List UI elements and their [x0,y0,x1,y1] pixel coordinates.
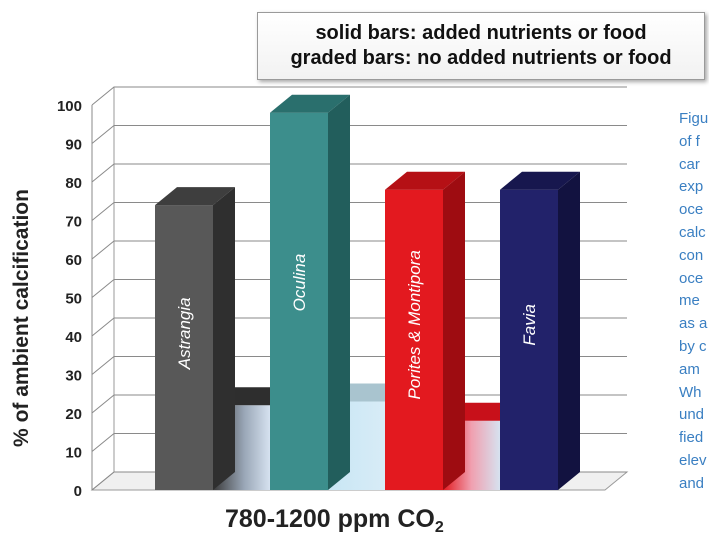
caption-line: Figu [679,110,709,127]
solid-bar-front [155,205,213,490]
caption-line: as a [679,315,708,333]
x-axis-label-subscript: 2 [434,519,444,536]
solid-bar-3 [500,171,580,490]
caption-line: con [679,246,704,264]
figure-caption-fragment: Figu of f car exp oce calc con oce me as a by c am W… [679,108,709,496]
caption-line: exp [679,178,704,196]
caption-line: elev [679,451,707,469]
caption-line: calc [679,223,706,241]
y-tick-label: 60 [65,252,82,269]
y-tick-label: 90 [65,137,82,154]
legend: solid bars: added nutrients or food grad… [257,12,705,80]
y-tick-label: 0 [74,483,82,500]
bar-category-label: Favia [520,304,539,346]
solid-bar-front [270,112,328,490]
caption-line: fied [679,429,704,447]
bar-category-label: Oculina [290,254,309,312]
legend-solid-bars: solid bars: added nutrients or food [315,22,647,44]
bars: Astrangia Oculina Porites & Montipora Favia [155,94,580,490]
solid-bar-2 [385,171,465,490]
y-axis-label: % of ambient calcification [10,189,33,447]
y-tick-label: 100 [57,98,82,115]
x-axis-label: 780-1200 ppm CO2 [225,505,444,537]
y-tick-label: 50 [65,291,82,308]
caption-line: oce [679,201,704,219]
solid-bar-top [270,94,350,113]
caption-line: am [679,360,700,378]
bar-category-label: Porites & Montipora [405,250,424,399]
gridline [91,125,627,144]
solid-bar-side [558,171,580,490]
y-tick-label: 30 [65,368,82,385]
caption-line: oce [679,269,704,287]
solid-bar-top [500,171,580,190]
solid-bar-front [500,189,558,490]
y-tick-label: 80 [65,175,82,192]
caption-line: car [679,155,700,173]
caption-line: of f [679,132,700,150]
solid-bar-top [155,187,235,206]
caption-line: Wh [679,383,702,401]
y-tick-label: 70 [65,214,82,231]
x-axis-label-main: 780-1200 ppm CO [225,505,435,533]
y-tick-labels: 0 10 20 30 40 50 60 70 80 90 100 [57,98,82,500]
gridline [91,86,627,106]
solid-bar-0 [155,187,235,490]
bar-category-label: Astrangia [175,297,194,370]
solid-bar-top [385,171,465,190]
caption-line: and [679,474,705,492]
legend-graded-bars: graded bars: no added nutrients or food [290,47,672,69]
solid-bar-front [385,189,443,490]
solid-bar-1 [270,94,350,490]
caption-line: by c [679,337,707,355]
caption-line: me [679,292,700,310]
solid-bar-side [443,171,465,490]
caption-line: und [679,406,705,424]
gridline [91,163,627,183]
y-tick-label: 10 [65,445,82,462]
solid-bar-side [213,187,235,490]
solid-bar-side [328,94,350,490]
y-tick-label: 40 [65,329,82,346]
y-tick-label: 20 [65,406,82,423]
